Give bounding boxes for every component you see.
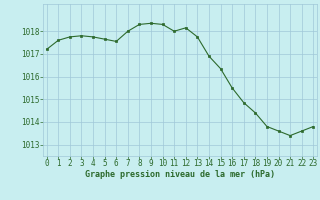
X-axis label: Graphe pression niveau de la mer (hPa): Graphe pression niveau de la mer (hPa) [85,170,275,179]
